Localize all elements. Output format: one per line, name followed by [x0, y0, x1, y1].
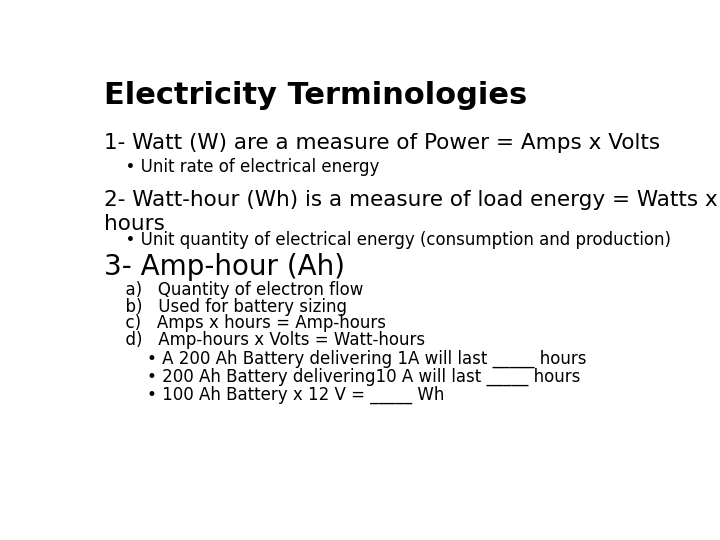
Text: • A 200 Ah Battery delivering 1A will last _____ hours: • A 200 Ah Battery delivering 1A will la… [126, 349, 587, 368]
Text: 3- Amp-hour (Ah): 3- Amp-hour (Ah) [104, 253, 345, 281]
Text: c)   Amps x hours = Amp-hours: c) Amps x hours = Amp-hours [115, 314, 386, 332]
Text: b)   Used for battery sizing: b) Used for battery sizing [115, 298, 347, 316]
Text: • 200 Ah Battery delivering10 A will last _____ hours: • 200 Ah Battery delivering10 A will las… [126, 368, 580, 386]
Text: • Unit quantity of electrical energy (consumption and production): • Unit quantity of electrical energy (co… [115, 231, 671, 249]
Text: d)   Amp-hours x Volts = Watt-hours: d) Amp-hours x Volts = Watt-hours [115, 331, 426, 349]
Text: • 100 Ah Battery x 12 V = _____ Wh: • 100 Ah Battery x 12 V = _____ Wh [126, 386, 445, 403]
Text: 2- Watt-hour (Wh) is a measure of load energy = Watts x
hours: 2- Watt-hour (Wh) is a measure of load e… [104, 190, 718, 234]
Text: • Unit rate of electrical energy: • Unit rate of electrical energy [115, 158, 379, 177]
Text: 1- Watt (W) are a measure of Power = Amps x Volts: 1- Watt (W) are a measure of Power = Amp… [104, 133, 660, 153]
Text: a)   Quantity of electron flow: a) Quantity of electron flow [115, 281, 364, 299]
Text: Electricity Terminologies: Electricity Terminologies [104, 82, 527, 111]
